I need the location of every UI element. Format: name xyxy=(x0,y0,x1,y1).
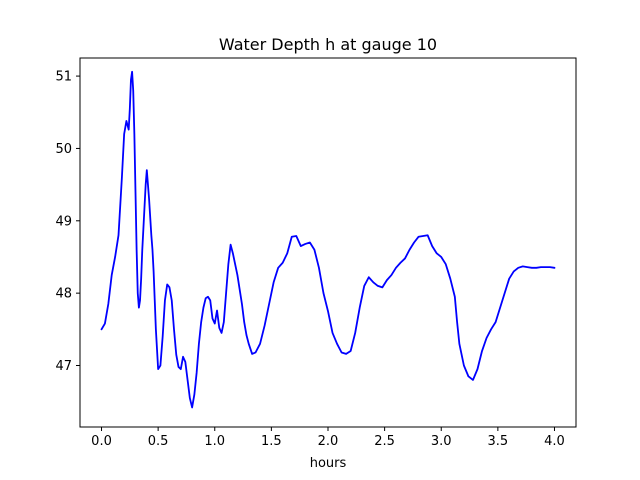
x-axis: 0.0 0.5 1.0 1.5 2.0 2.5 3.0 3.5 4.0 xyxy=(91,427,565,449)
x-tick-label: 4.0 xyxy=(544,434,565,449)
x-tick-label: 1.0 xyxy=(204,434,225,449)
x-tick-label: 1.5 xyxy=(261,434,282,449)
plot-frame xyxy=(79,57,577,428)
x-tick-label: 2.0 xyxy=(318,434,339,449)
chart-title: Water Depth h at gauge 10 xyxy=(219,35,437,54)
plot-area xyxy=(79,57,577,428)
x-tick-label: 2.5 xyxy=(374,434,395,449)
series-line-0 xyxy=(100,70,556,409)
x-axis-title: hours xyxy=(310,456,347,471)
x-tick-label: 0.0 xyxy=(91,434,112,449)
y-tick-label: 48 xyxy=(55,287,72,302)
y-tick-label: 47 xyxy=(55,359,72,374)
y-tick-label: 49 xyxy=(55,214,72,229)
y-tick-label: 50 xyxy=(55,142,72,157)
y-axis: 47 48 49 50 51 xyxy=(55,70,80,374)
x-tick-label: 0.5 xyxy=(148,434,169,449)
x-tick-label: 3.5 xyxy=(488,434,509,449)
y-tick-label: 51 xyxy=(55,70,72,85)
x-tick-label: 3.0 xyxy=(431,434,452,449)
